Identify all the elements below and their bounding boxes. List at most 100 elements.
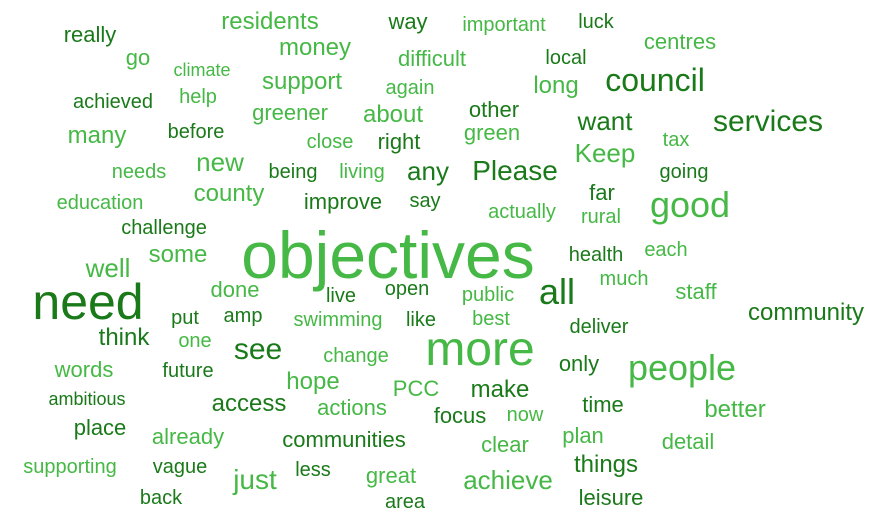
cloud-word: greener: [252, 100, 328, 125]
cloud-word: go: [125, 45, 151, 70]
cloud-word: access: [211, 390, 287, 417]
cloud-word: already: [151, 424, 225, 449]
cloud-word: achieved: [72, 91, 154, 113]
cloud-word: focus: [433, 403, 487, 428]
cloud-word: vague: [152, 456, 208, 478]
cloud-word: public: [461, 284, 515, 306]
cloud-word: people: [627, 347, 737, 388]
cloud-word: only: [558, 351, 600, 376]
cloud-word: local: [545, 47, 587, 69]
cloud-word: PCC: [392, 376, 440, 401]
cloud-word: close: [306, 131, 354, 153]
cloud-word: being: [268, 161, 318, 183]
cloud-word: best: [472, 308, 510, 330]
cloud-word: some: [148, 241, 208, 268]
cloud-word: done: [210, 277, 260, 302]
cloud-word: new: [196, 147, 244, 177]
cloud-word: green: [463, 120, 521, 145]
cloud-word: area: [384, 491, 426, 513]
cloud-word: future: [162, 360, 214, 382]
cloud-word: each: [644, 239, 688, 261]
cloud-word: live: [325, 285, 357, 307]
cloud-word: council: [605, 62, 705, 98]
cloud-word: like: [405, 309, 437, 331]
cloud-word: going: [659, 161, 709, 183]
cloud-word: staff: [675, 279, 717, 304]
cloud-word: luck: [578, 11, 614, 33]
cloud-word: challenge: [121, 217, 207, 239]
cloud-word: plan: [562, 423, 604, 448]
cloud-word: health: [568, 244, 624, 266]
cloud-word: money: [278, 34, 352, 61]
cloud-word: amp: [223, 305, 263, 327]
cloud-word: Please: [472, 155, 558, 186]
cloud-word: right: [377, 129, 421, 154]
cloud-word: open: [384, 278, 430, 300]
cloud-word: things: [573, 451, 639, 478]
cloud-word: many: [67, 122, 127, 149]
cloud-word: just: [233, 464, 277, 495]
cloud-word: about: [362, 101, 424, 128]
cloud-word: difficult: [397, 46, 467, 71]
cloud-word: need: [32, 274, 144, 330]
cloud-word: well: [85, 253, 131, 283]
cloud-word: good: [649, 184, 731, 225]
cloud-word: ambitious: [48, 389, 126, 409]
cloud-word: services: [712, 105, 824, 138]
cloud-word: make: [470, 376, 530, 403]
cloud-word: tax: [662, 129, 690, 151]
cloud-word: residents: [221, 8, 319, 35]
cloud-word: hope: [286, 368, 340, 395]
cloud-word: long: [533, 72, 579, 99]
cloud-word: deliver: [569, 316, 629, 338]
cloud-word: change: [323, 345, 389, 367]
cloud-word: supporting: [23, 456, 117, 478]
cloud-word: now: [506, 404, 544, 426]
cloud-word: support: [261, 68, 343, 95]
cloud-word: clear: [481, 432, 529, 457]
cloud-word: better: [704, 396, 766, 423]
cloud-word: place: [73, 415, 127, 440]
cloud-word: again: [385, 77, 435, 99]
cloud-word: education: [56, 192, 144, 214]
cloud-word: time: [582, 392, 624, 417]
cloud-word: living: [339, 161, 385, 183]
cloud-word: back: [139, 487, 183, 509]
cloud-word: really: [63, 22, 117, 47]
cloud-word: other: [468, 97, 520, 122]
cloud-word: much: [599, 268, 649, 290]
cloud-word: less: [295, 459, 331, 481]
cloud-word: climate: [173, 60, 231, 80]
cloud-word: detail: [661, 429, 715, 454]
cloud-word: improve: [303, 189, 383, 214]
cloud-word: rural: [580, 206, 622, 228]
cloud-word: communities: [282, 427, 406, 452]
cloud-word: all: [538, 271, 576, 312]
cloud-word: see: [233, 333, 283, 366]
cloud-word: actions: [317, 395, 387, 420]
cloud-word: one: [178, 330, 212, 352]
cloud-word: way: [388, 9, 428, 34]
cloud-word: more: [425, 323, 535, 376]
cloud-word: say: [409, 190, 441, 212]
cloud-word: achieve: [463, 465, 553, 495]
cloud-word: help: [179, 86, 217, 108]
cloud-word: actually: [488, 201, 556, 223]
cloud-word: centres: [643, 29, 717, 54]
cloud-word: important: [462, 14, 546, 36]
cloud-word: community: [747, 299, 865, 326]
cloud-word: Keep: [574, 138, 636, 168]
cloud-word: think: [98, 324, 150, 351]
cloud-word: words: [54, 357, 114, 382]
cloud-word: swimming: [293, 309, 383, 331]
cloud-word: want: [577, 106, 633, 136]
cloud-word: put: [171, 307, 199, 329]
cloud-word: great: [365, 463, 417, 488]
cloud-word: leisure: [578, 485, 644, 510]
cloud-word: far: [589, 180, 615, 205]
cloud-word: any: [407, 156, 449, 186]
cloud-word: county: [193, 180, 265, 207]
cloud-word: objectives: [241, 218, 535, 292]
cloud-word: before: [167, 121, 225, 143]
